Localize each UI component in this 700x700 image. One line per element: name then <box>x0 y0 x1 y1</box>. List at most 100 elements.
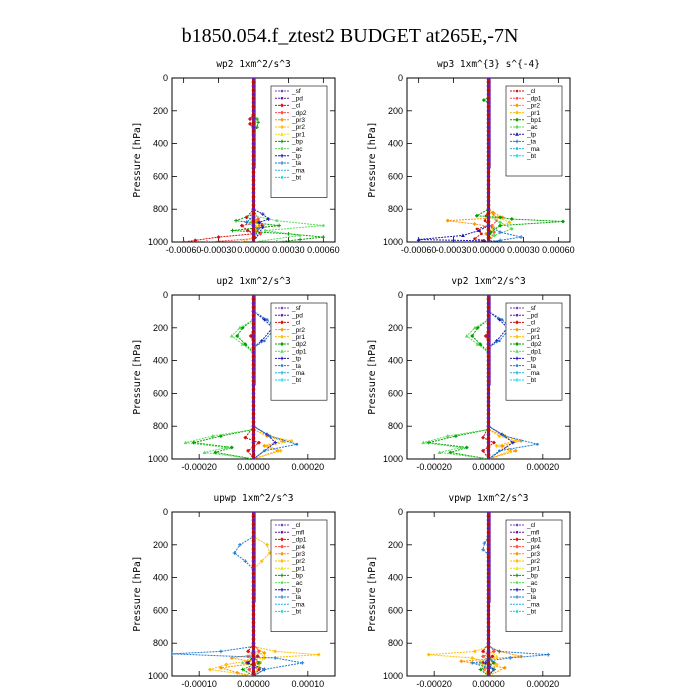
zero-profile-point <box>251 166 256 170</box>
legend-entry: _pd <box>510 312 538 319</box>
zero-profile-point <box>251 449 256 453</box>
data-point <box>256 440 261 445</box>
y-tick-label: 1000 <box>148 671 168 681</box>
legend-label: _cl <box>291 103 301 110</box>
legend-marker <box>280 559 284 563</box>
zero-profile-point <box>251 608 256 613</box>
zero-profile-point <box>251 88 256 93</box>
y-tick-label: 200 <box>388 106 403 116</box>
legend-label: _sf <box>526 305 536 312</box>
data-point <box>322 224 325 227</box>
legend-entry: _pr1 <box>275 131 305 138</box>
legend-label: _pd <box>291 312 303 319</box>
data-point <box>204 240 209 242</box>
zero-profile-point <box>486 227 491 232</box>
data-point <box>482 541 487 545</box>
zero-profile-point <box>251 637 256 641</box>
zero-profile-point <box>486 579 491 584</box>
legend-label: _cl <box>291 320 301 327</box>
legend-entry: _ma <box>510 601 540 608</box>
legend-box <box>505 85 563 177</box>
data-point <box>262 667 267 672</box>
y-tick-label: 600 <box>388 171 403 181</box>
legend-entry: _ta <box>510 139 536 146</box>
zero-profile-point <box>251 612 256 617</box>
legend-entry: _cl <box>275 522 301 529</box>
data-point <box>183 440 188 445</box>
zero-profile-point <box>486 199 491 203</box>
zero-profile-point <box>486 653 491 658</box>
x-tick-label: 0.00030 <box>272 245 305 255</box>
data-point <box>470 334 475 338</box>
data-point <box>202 450 207 454</box>
zero-profile-point <box>251 379 256 383</box>
zero-profile-point <box>486 633 491 637</box>
zero-profile-point <box>251 313 256 318</box>
legend-label: _pr1 <box>526 565 540 572</box>
x-tick-label: 0.00010 <box>292 679 325 689</box>
zero-profile-point <box>486 670 491 674</box>
zero-profile-point <box>251 596 256 600</box>
zero-profile <box>251 78 256 242</box>
plot-area <box>183 295 299 459</box>
zero-profile-point <box>486 444 491 449</box>
zero-profile-point <box>251 158 256 162</box>
zero-profile-point <box>251 342 256 347</box>
zero-profile-point <box>486 84 491 88</box>
zero-profile-point <box>251 211 256 216</box>
legend-marker <box>515 551 519 556</box>
x-tick-label: -0.00010 <box>181 679 217 689</box>
data-point <box>243 435 248 440</box>
legend-label: _pr2 <box>291 124 305 131</box>
data-point <box>513 448 518 453</box>
series-line <box>185 295 254 459</box>
legend-marker <box>280 364 284 367</box>
legend-label: _pr1 <box>291 131 305 138</box>
zero-profile-point <box>251 395 256 400</box>
legend-marker <box>280 176 284 179</box>
zero-profile-point <box>251 387 256 392</box>
legend-entry: _ta <box>275 363 301 370</box>
y-tick-label: 400 <box>388 139 403 149</box>
legend-label: _ac <box>291 580 303 587</box>
panel-title: upwp 1xm^2/s^3 <box>213 493 293 504</box>
data-point <box>255 117 259 121</box>
y-tick-label: 1000 <box>383 454 403 464</box>
legend-marker <box>280 378 284 382</box>
legend-entry: _sf <box>510 305 536 312</box>
zero-profile-point <box>486 534 491 539</box>
legend-label: _mfl <box>291 529 305 536</box>
series-line <box>447 78 505 242</box>
legend-label: _bp <box>291 139 303 146</box>
legend-marker <box>515 320 519 325</box>
data-point <box>519 654 524 659</box>
data-point <box>235 334 240 338</box>
data-point <box>475 227 479 231</box>
zero-profile <box>486 512 491 676</box>
panel-5: upwp 1xm^2/s^3 Pressure [hPa] 0 200 400 600 80… <box>132 493 336 689</box>
legend-entry: _bp <box>275 573 303 580</box>
zero-profile-point <box>251 457 256 459</box>
zero-profile-point <box>251 620 256 625</box>
legend-label: _ta <box>291 160 301 167</box>
zero-profile-point <box>251 444 256 449</box>
plot-area <box>416 78 566 242</box>
legend-label: _cl <box>526 320 536 327</box>
legend-label: _pr2 <box>526 103 540 110</box>
legend-entry: _pr4 <box>510 544 540 551</box>
zero-profile-point <box>486 526 491 531</box>
legend-box <box>505 302 563 401</box>
zero-profile-point <box>251 207 256 211</box>
data-point <box>491 649 496 654</box>
y-axis-label: Pressure [hPa] <box>367 556 378 631</box>
y-axis-label: Pressure [hPa] <box>132 556 143 631</box>
legend-marker <box>280 349 284 353</box>
legend-entry: _ma <box>510 146 540 153</box>
zero-profile-point <box>486 449 491 453</box>
legend-label: _ta <box>526 363 536 370</box>
legend-marker <box>515 327 519 332</box>
legend-marker <box>515 154 519 158</box>
y-tick-label: 600 <box>153 171 168 181</box>
data-point <box>478 667 483 672</box>
data-point <box>232 551 237 555</box>
